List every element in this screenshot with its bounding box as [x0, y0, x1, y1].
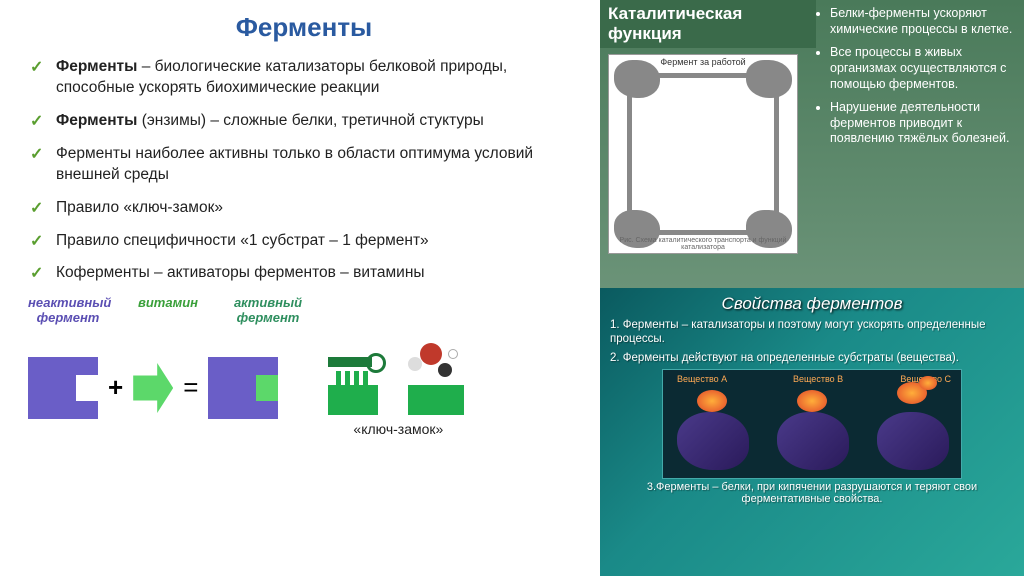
bullet-item: Правило «ключ-замок» — [28, 198, 580, 219]
point-item: Белки-ферменты ускоряют химические проце… — [830, 6, 1016, 37]
bullet-item: Ферменты – биологические катализаторы бе… — [28, 57, 580, 99]
right-panel: Каталитическая функция Фермент за работо… — [600, 0, 1024, 576]
point-item: Нарушение деятельности ферментов приводи… — [830, 100, 1016, 147]
substance-b-label: Вещество В — [793, 374, 843, 384]
properties-panel: Свойства ферментов 1. Ферменты – катализ… — [600, 288, 1024, 576]
slide-root: Ферменты Ферменты – биологические катали… — [0, 0, 1024, 576]
bullet-text: Ферменты наиболее активны только в облас… — [56, 145, 533, 183]
substrate-icon — [919, 376, 937, 390]
enzyme-blob-icon — [746, 60, 792, 98]
figure-caption-bottom: Рис. Схема каталитического транспорта и … — [609, 237, 797, 251]
properties-title: Свойства ферментов — [610, 294, 1014, 314]
enzyme-blob-icon — [614, 60, 660, 98]
equals-symbol: = — [183, 372, 198, 403]
bullet-item: Правило специфичности «1 субстрат – 1 фе… — [28, 231, 580, 252]
term: Ферменты — [56, 112, 137, 129]
enzyme-cycle-figure: Фермент за работой Рис. Схема каталитиче… — [608, 54, 798, 254]
key-lock-diagram: «ключ-замок» — [328, 339, 468, 437]
enzyme-diagram: неактивный фермент витамин активный ферм… — [28, 296, 580, 437]
molecule-icon — [408, 339, 468, 385]
bullet-list: Ферменты – биологические катализаторы бе… — [28, 57, 580, 284]
active-enzyme-icon — [208, 357, 278, 419]
protein-blob-icon — [877, 412, 949, 470]
keylock-label: «ключ-замок» — [353, 421, 443, 437]
point-item: Все процессы в живых организмах осуществ… — [830, 45, 1016, 92]
protein-blob-icon — [777, 412, 849, 470]
left-panel: Ферменты Ферменты – биологические катали… — [0, 0, 600, 576]
vitamin-arrow-icon — [133, 363, 173, 413]
bullet-item: Ферменты (энзимы) – сложные белки, трети… — [28, 111, 580, 132]
substrate-icon — [697, 390, 727, 412]
plus-symbol: + — [108, 372, 123, 403]
bullet-text: Правило специфичности «1 субстрат – 1 фе… — [56, 232, 429, 249]
lock-icon — [328, 385, 378, 415]
substrate-base-icon — [408, 385, 464, 415]
property-1: 1. Ферменты – катализаторы и поэтому мог… — [610, 318, 1014, 347]
inactive-enzyme-icon — [28, 357, 98, 419]
bullet-item: Коферменты – активаторы ферментов – вита… — [28, 263, 580, 284]
substrate-figure: Вещество А Вещество В Вещество С — [662, 369, 962, 479]
catalytic-panel: Каталитическая функция Фермент за работо… — [600, 0, 1024, 288]
protein-blob-icon — [677, 412, 749, 470]
property-3: 3.Ферменты – белки, при кипячении разруш… — [610, 481, 1014, 505]
catalytic-points: Белки-ферменты ускоряют химические проце… — [814, 6, 1016, 282]
bullet-text: (энзимы) – сложные белки, третичной стук… — [137, 112, 483, 129]
catalytic-title: Каталитическая функция — [600, 0, 816, 48]
label-active: активный фермент — [228, 296, 308, 325]
label-vitamin: витамин — [138, 296, 198, 325]
page-title: Ферменты — [28, 12, 580, 43]
bullet-item: Ферменты наиболее активны только в облас… — [28, 144, 580, 186]
substrate-icon — [797, 390, 827, 412]
bullet-text: Коферменты – активаторы ферментов – вита… — [56, 264, 425, 281]
key-icon — [328, 357, 372, 367]
property-2: 2. Ферменты действуют на определенные су… — [610, 351, 1014, 365]
substance-a-label: Вещество А — [677, 374, 727, 384]
term: Ферменты — [56, 58, 137, 75]
label-inactive: неактивный фермент — [28, 296, 108, 325]
bullet-text: Правило «ключ-замок» — [56, 199, 223, 216]
